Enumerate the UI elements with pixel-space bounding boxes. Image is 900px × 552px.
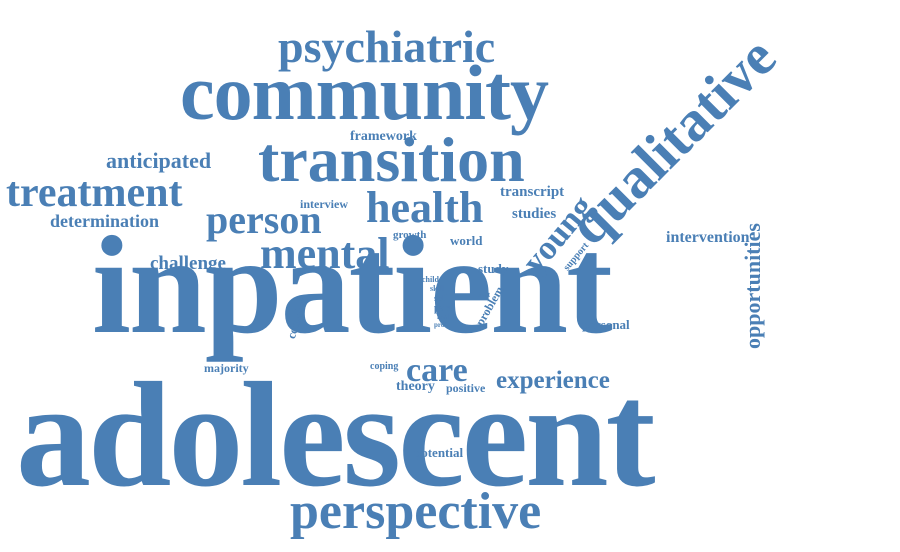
word-psychiatric: psychiatric [278,21,496,72]
word-theory: theory [396,379,435,394]
word-world: world [450,233,483,248]
word-determination: determination [50,211,159,231]
word-transition: transition [258,124,525,195]
word-studies: studies [512,206,557,222]
word-child: child [422,275,439,284]
word-person: person [206,197,322,242]
word-anticipated: anticipated [106,148,212,173]
word-health: health [366,183,484,232]
word-personal: personal [582,317,630,332]
word-positive: positive [446,381,486,395]
word-intervention: intervention [666,229,750,246]
word-skill: skill [430,284,445,293]
word-part: part [434,303,453,314]
word-care: care [406,352,468,389]
word-perspective: perspective [290,483,542,540]
word-treatment: treatment [6,170,183,216]
word-coping: coping [370,361,399,372]
word-majority: majority [204,361,249,375]
word-prof: prof [434,321,447,329]
word-adolescent: adolescent [16,352,656,518]
word-challenge: challenge [150,253,226,274]
word-transcript: transcript [500,184,565,200]
word-unit: unit [478,291,491,299]
word-study: study [478,261,509,276]
word-growth: growth [393,229,427,241]
word-mental: mental [260,229,390,278]
word-community: community [180,49,549,136]
word-framework: framework [350,129,417,144]
word-experience: experience [496,367,610,394]
word-interview: interview [300,197,348,211]
word-self: self [434,293,447,303]
word-potential: potential [414,445,464,460]
word-inpatient: inpatient [92,208,613,363]
word-real: real [437,313,449,321]
